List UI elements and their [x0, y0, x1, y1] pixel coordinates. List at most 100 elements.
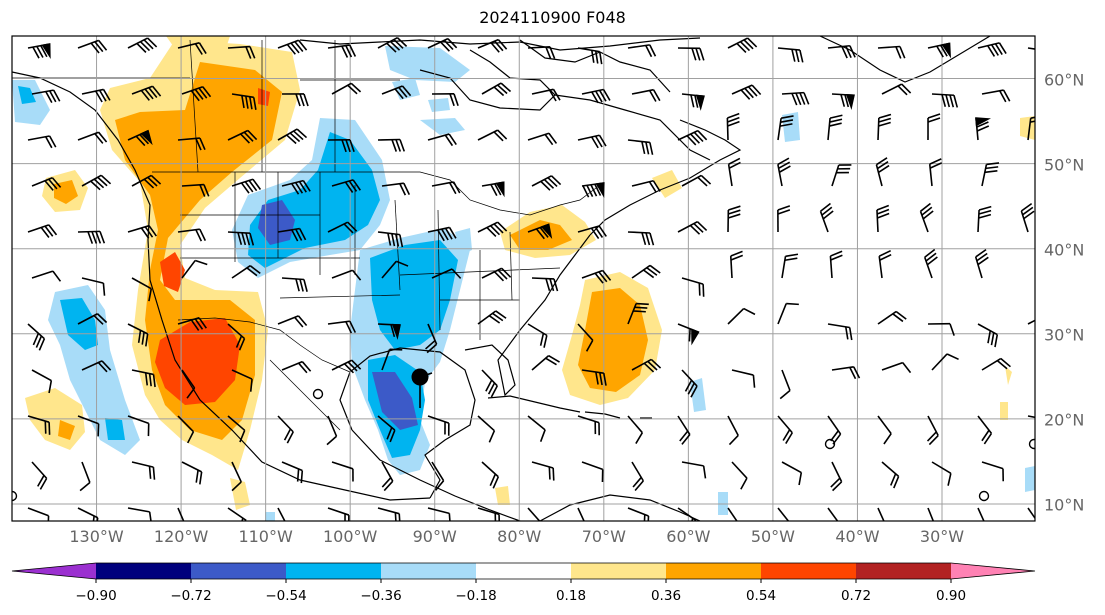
longitude-label: 130°W [69, 527, 124, 546]
colorbar-segment [571, 563, 667, 579]
wind-barb [627, 44, 657, 58]
wind-barb [331, 269, 362, 281]
wind-barb [326, 415, 338, 446]
wind-barb [527, 415, 546, 442]
wind-barb [781, 91, 810, 106]
wind-barb [477, 38, 508, 53]
wind-barb [27, 323, 46, 351]
wind-barb [231, 178, 262, 194]
wind-barb [727, 37, 758, 53]
wind-barb [31, 177, 62, 191]
anomaly-yellow [1000, 402, 1008, 420]
wind-barb [577, 47, 603, 65]
wind-barb [981, 461, 1005, 482]
wind-barb [477, 310, 507, 325]
longitude-label: 70°W [581, 527, 626, 546]
wind-barb [631, 358, 662, 373]
wind-barb [831, 366, 861, 380]
wind-barb [977, 323, 999, 348]
wind-barb [181, 86, 212, 102]
colorbar-extend-low [12, 563, 96, 579]
wind-barb [227, 231, 255, 246]
wind-barb [81, 277, 106, 296]
colorbar-segment [856, 563, 952, 579]
wind-barb [627, 139, 654, 155]
wind-barb [677, 47, 705, 61]
wind-barb [377, 415, 396, 443]
wind-barb [231, 93, 257, 110]
coastline-greenland [819, 36, 991, 83]
wind-barb [381, 260, 409, 279]
anomaly-yellow [652, 170, 682, 198]
border-canada-prov [189, 39, 199, 173]
colorbar-segment [476, 563, 572, 579]
longitude-label: 40°W [835, 527, 880, 546]
wind-barb [731, 461, 748, 490]
wind-barb [127, 129, 153, 147]
wind-barb [177, 317, 207, 331]
wind-barb [1020, 202, 1035, 233]
anomaly-blue [105, 418, 125, 440]
wind-barb [877, 45, 906, 59]
wind-barb [27, 135, 57, 149]
latitude-label: 20°N [1044, 410, 1085, 430]
wind-barb [827, 507, 842, 521]
wind-barb [431, 93, 459, 107]
wind-barb [727, 415, 739, 446]
longitude-label: 100°W [322, 527, 378, 546]
wind-barb [830, 461, 843, 492]
wind-barb [181, 183, 210, 197]
latitude-label: 50°N [1044, 155, 1085, 175]
wind-barb [681, 93, 705, 111]
wind-barb [381, 182, 411, 196]
wind-barb [777, 302, 799, 325]
coastline-arctic [299, 37, 701, 51]
anomaly-midblue [258, 200, 295, 245]
wind-barb [277, 128, 308, 145]
wind-barb [677, 323, 700, 346]
wind-barb [527, 132, 558, 146]
wind-barb [627, 302, 649, 325]
wind-barb [831, 93, 855, 110]
wind-barb [527, 323, 548, 348]
wind-barb [875, 157, 890, 187]
wind-barb [878, 249, 892, 279]
wind-barb [77, 507, 99, 521]
wind-barb [431, 268, 462, 279]
wind-barb [577, 507, 588, 521]
wind-barb [877, 113, 892, 141]
anomaly-lightblue [690, 378, 706, 412]
wind-barb [981, 89, 1011, 103]
colorbar-segment [666, 563, 762, 579]
wind-barb [181, 259, 208, 279]
colorbar-tick-label: 0.90 [935, 588, 967, 604]
colorbar-tick-label: −0.72 [170, 588, 212, 604]
wind-barb [381, 348, 403, 371]
colorbar-tick-label: 0.54 [745, 588, 777, 604]
wind-barb [327, 139, 355, 153]
colorbar-segment [191, 563, 287, 579]
wind-barb [923, 248, 938, 279]
wind-barb [427, 226, 457, 242]
wind-barb [327, 507, 350, 521]
wind-barb [131, 174, 162, 189]
wind-barb [981, 162, 1000, 187]
wind-barb [181, 369, 196, 399]
wind-barb [331, 179, 361, 193]
wind-barb [131, 369, 156, 388]
wind-barb [931, 461, 952, 486]
coastline-hispaniola [584, 411, 621, 419]
wind-barb [131, 277, 153, 302]
anomaly-blue [18, 86, 36, 104]
wind-barb [477, 129, 508, 142]
wind-barb [877, 415, 892, 445]
calm-circles [12, 388, 1035, 502]
wind-barb [81, 174, 112, 191]
wind-barb [927, 42, 951, 59]
wind-barb [481, 267, 512, 282]
wind-barb [777, 507, 793, 521]
wind-barb [181, 461, 203, 485]
wind-barb [876, 204, 890, 233]
wind-barb [127, 224, 158, 239]
wind-barb [731, 369, 756, 388]
